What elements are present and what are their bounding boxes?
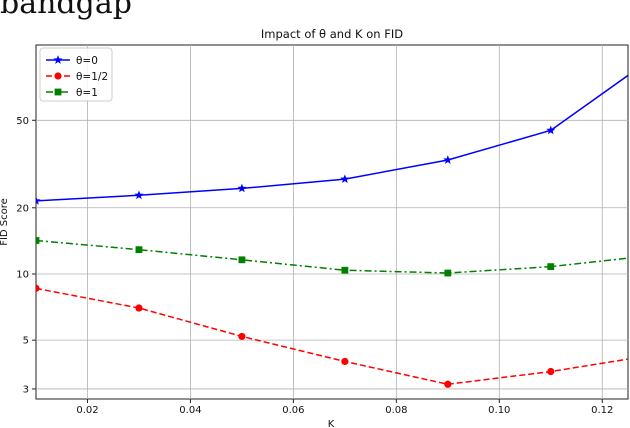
plot-area — [35, 44, 629, 400]
data-point — [546, 125, 556, 135]
data-point — [134, 190, 144, 200]
data-point — [547, 263, 555, 271]
x-tick-label: 0.08 — [385, 405, 407, 416]
data-point — [135, 304, 143, 312]
x-tick-label: 0.10 — [488, 405, 510, 416]
data-point — [135, 246, 143, 254]
legend-entry: θ=0 — [46, 55, 98, 67]
series-2 — [36, 284, 628, 388]
data-point — [547, 367, 555, 376]
series-line — [36, 74, 628, 202]
data-point — [340, 174, 350, 184]
y-tick-label: 20 — [16, 203, 29, 214]
x-tick-label: 0.04 — [179, 405, 201, 416]
legend-marker — [54, 88, 62, 96]
page-header-fragment: bandgap — [0, 0, 132, 21]
y-tick-label: 5 — [23, 336, 29, 347]
series-line — [36, 239, 628, 274]
data-point — [36, 284, 40, 292]
series-lines — [36, 74, 628, 388]
axis-ticks: 0.02 0.04 0.06 0.08 0.10 0.12 3 5 10 20 50 — [16, 116, 613, 416]
grid — [36, 45, 628, 399]
legend-entry: θ=1/2 — [46, 71, 108, 83]
data-point — [444, 269, 452, 277]
legend-label: θ=0 — [76, 55, 98, 67]
chart-title: Impact of θ and K on FID — [261, 27, 403, 41]
data-point — [341, 357, 349, 366]
x-tick-label: 0.12 — [591, 405, 613, 416]
y-axis-label: FID Score — [0, 198, 10, 246]
legend-label: θ=1/2 — [76, 71, 108, 83]
series-1 — [36, 74, 628, 205]
y-tick-label: 3 — [23, 384, 29, 395]
legend-marker — [54, 72, 62, 80]
data-point — [238, 256, 246, 264]
x-tick-label: 0.02 — [76, 405, 98, 416]
legend-marker — [53, 55, 63, 64]
data-point — [36, 196, 41, 205]
data-point — [443, 155, 453, 164]
legend-entry: θ=1 — [46, 87, 98, 99]
data-point — [341, 266, 349, 274]
data-point — [444, 380, 452, 388]
y-tick-label: 10 — [16, 269, 29, 280]
series-line — [36, 287, 628, 386]
series-3 — [36, 237, 628, 277]
x-axis-label: K — [328, 419, 335, 428]
x-tick-label: 0.06 — [282, 405, 304, 416]
data-point — [36, 237, 40, 244]
legend: θ=0 θ=1/2 θ=1 — [39, 47, 113, 102]
y-tick-label: 50 — [16, 116, 29, 127]
data-point — [238, 332, 246, 341]
data-point — [237, 183, 247, 193]
legend-label: θ=1 — [76, 87, 98, 99]
